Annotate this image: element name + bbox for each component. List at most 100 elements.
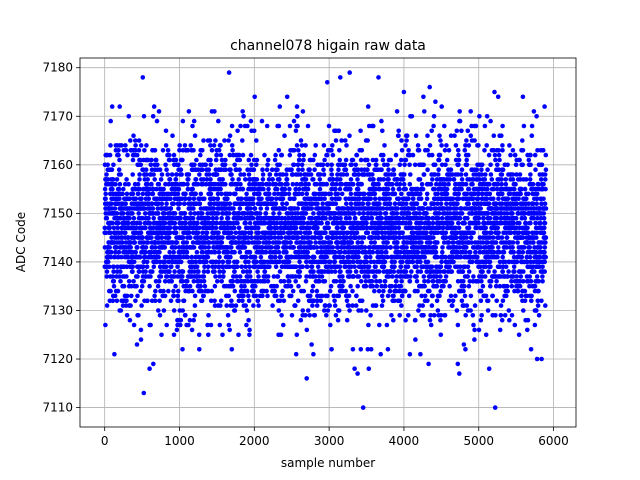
data-point [241, 293, 246, 299]
data-point [264, 206, 270, 211]
data-point [176, 162, 181, 168]
data-point [468, 235, 474, 240]
data-point [104, 215, 110, 221]
data-point [429, 264, 435, 270]
data-point [167, 152, 172, 158]
data-point [295, 235, 301, 240]
data-point [292, 196, 297, 202]
data-point [157, 313, 163, 318]
data-point [247, 181, 252, 187]
data-point [201, 279, 207, 284]
data-point [436, 172, 441, 177]
data-point [206, 288, 211, 294]
data-point [159, 235, 165, 240]
data-point [242, 230, 248, 236]
data-point [177, 148, 182, 153]
data-point [135, 191, 141, 197]
data-point [237, 152, 242, 158]
data-point [227, 327, 232, 333]
data-point [280, 196, 286, 202]
data-point [239, 196, 244, 202]
data-point [387, 288, 393, 294]
data-point [223, 157, 228, 163]
data-point [260, 177, 266, 182]
data-point [401, 181, 407, 187]
data-point [403, 143, 408, 148]
data-point [175, 181, 180, 187]
data-point [303, 313, 308, 318]
data-point [464, 303, 470, 308]
data-point [305, 308, 311, 313]
data-point [360, 201, 366, 206]
data-point [459, 177, 465, 182]
data-point [404, 201, 409, 206]
data-point [376, 288, 382, 294]
data-point [161, 186, 166, 192]
data-point [133, 143, 138, 148]
data-point [187, 196, 192, 202]
data-point [136, 313, 141, 318]
data-point [318, 235, 324, 240]
data-point [110, 177, 116, 182]
data-point [217, 269, 222, 274]
data-point [450, 303, 455, 308]
data-point [118, 279, 123, 284]
data-point [112, 254, 117, 260]
data-point [372, 196, 378, 202]
data-point [152, 148, 158, 153]
data-point [178, 215, 183, 221]
data-point [151, 104, 157, 109]
data-point [137, 172, 142, 177]
data-point [327, 303, 333, 308]
data-point [183, 191, 188, 197]
data-point [171, 293, 177, 299]
data-point [131, 322, 137, 328]
data-point [424, 191, 430, 197]
data-point [300, 308, 306, 313]
data-point [173, 157, 179, 163]
data-point [167, 177, 173, 182]
data-point [259, 196, 264, 202]
data-point [301, 152, 307, 158]
data-point [203, 162, 208, 168]
data-point [435, 215, 441, 221]
data-point [174, 172, 179, 177]
data-point [108, 230, 113, 236]
data-point [190, 215, 196, 221]
data-point [326, 225, 332, 231]
data-point [309, 264, 315, 270]
data-point [370, 172, 375, 177]
data-point [318, 298, 324, 304]
data-point [466, 143, 472, 148]
data-point [370, 249, 376, 255]
data-point [201, 293, 206, 299]
data-point [152, 177, 157, 182]
data-point [344, 172, 350, 177]
data-point [355, 283, 361, 289]
data-point [414, 274, 419, 279]
data-point [191, 118, 197, 124]
data-point [180, 274, 185, 279]
data-point [325, 162, 330, 168]
data-point [167, 269, 172, 274]
data-point [208, 191, 214, 197]
data-point [190, 123, 195, 129]
data-point [246, 259, 251, 265]
data-point [424, 211, 429, 216]
data-point [324, 313, 329, 318]
data-point [276, 123, 282, 129]
data-point [148, 322, 153, 328]
data-point [448, 167, 454, 172]
data-point [288, 283, 294, 289]
data-point [465, 264, 471, 270]
data-point [166, 259, 172, 265]
data-point [404, 138, 409, 143]
data-point [164, 167, 169, 172]
data-point [197, 201, 203, 206]
data-point [113, 249, 118, 255]
data-point [347, 133, 352, 138]
data-point [216, 259, 222, 265]
data-point [347, 269, 353, 274]
data-point [102, 225, 108, 231]
